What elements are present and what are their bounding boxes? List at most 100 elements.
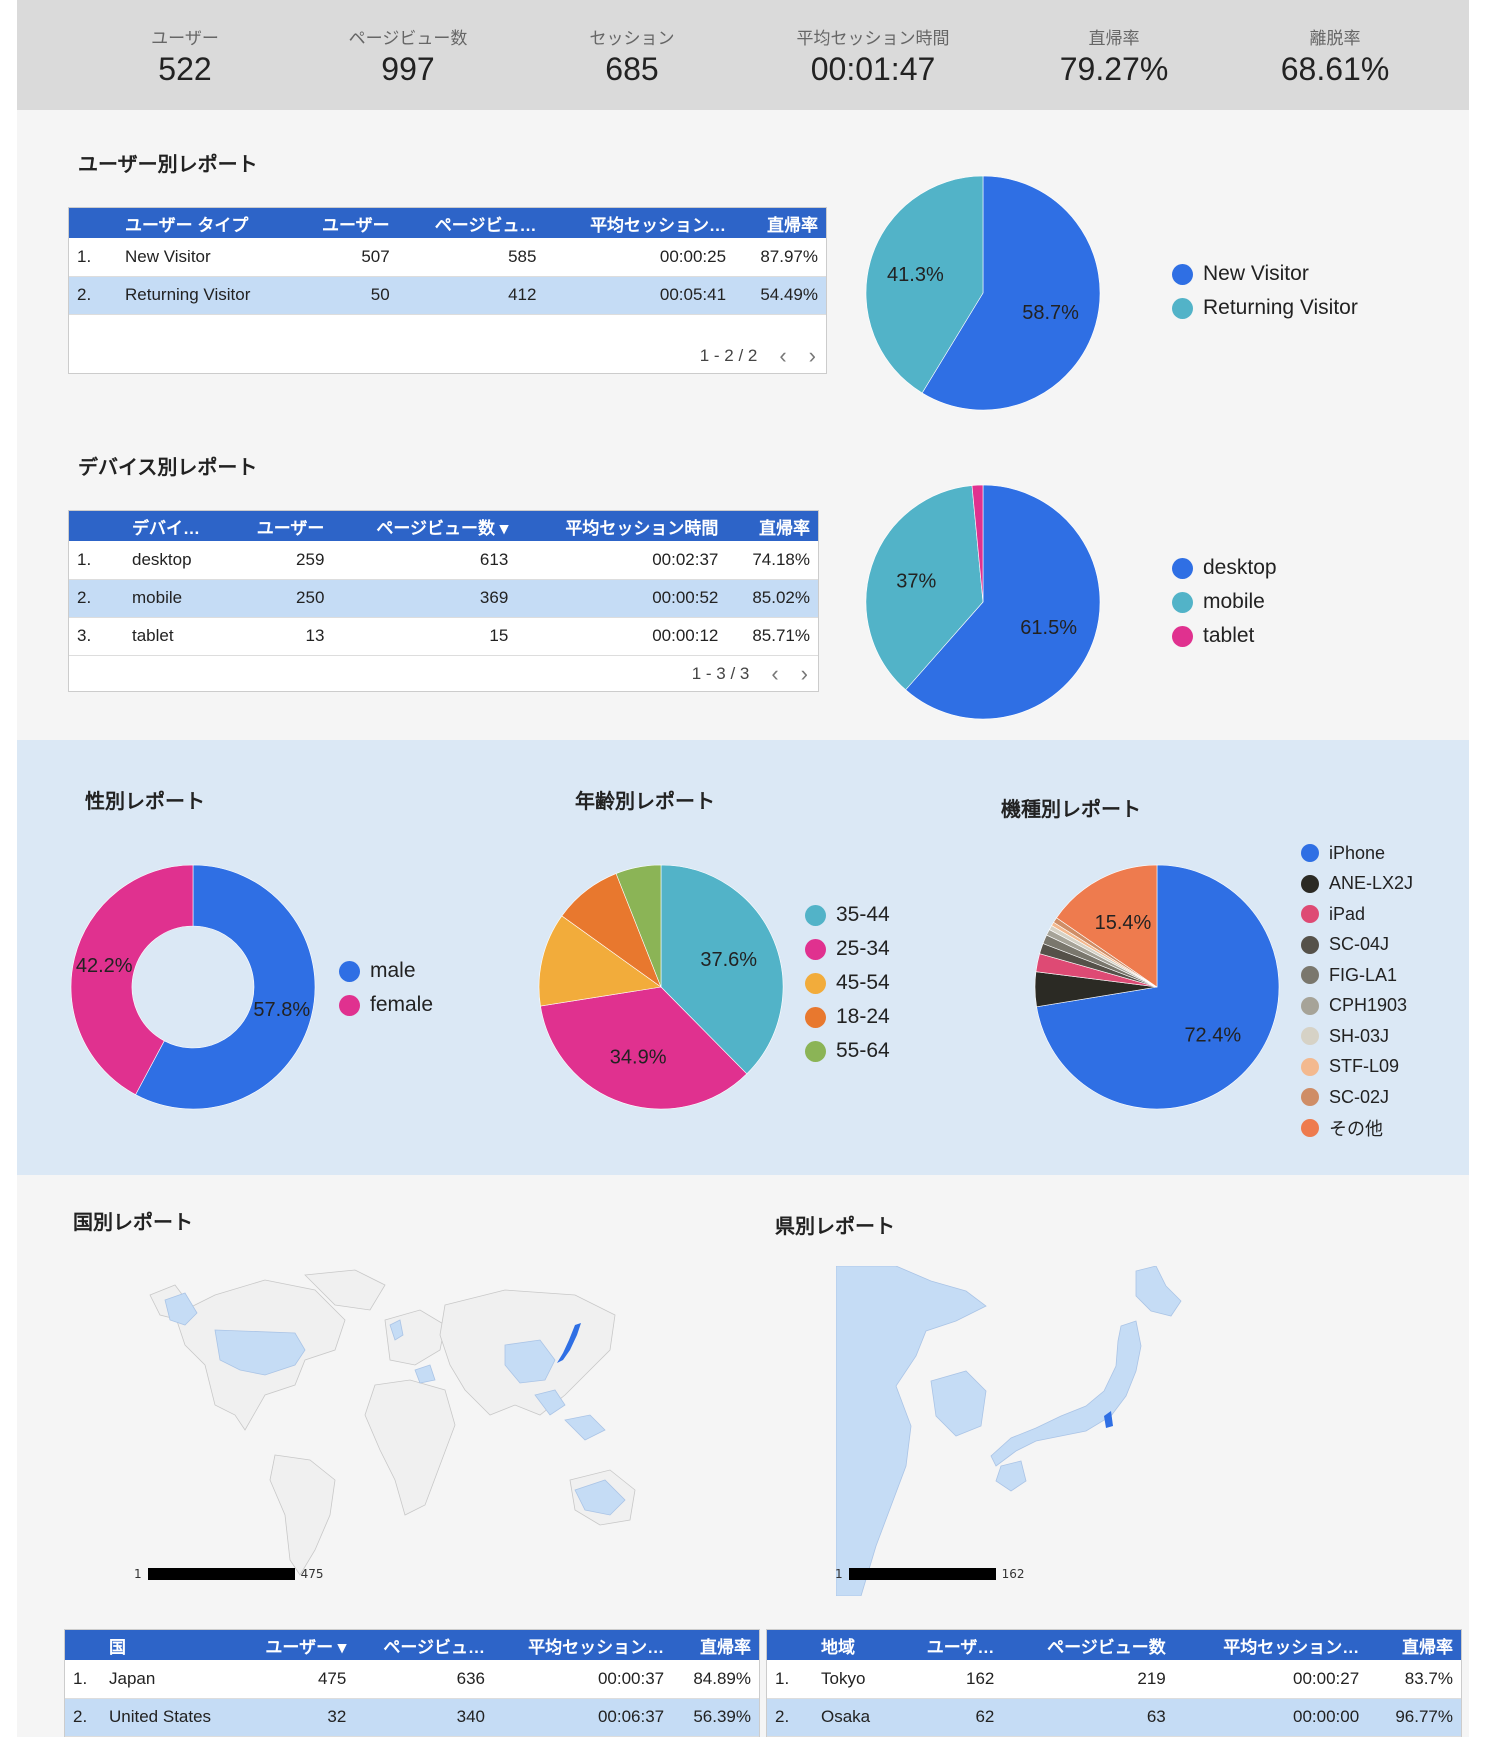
col-header[interactable]: 直帰率 bbox=[1367, 1630, 1461, 1660]
legend-item[interactable]: CPH1903 bbox=[1301, 991, 1413, 1022]
prefecture-report-table: 地域 ユーザ… ページビュー数 平均セッション… 直帰率 1. Tokyo 162 2… bbox=[766, 1629, 1462, 1737]
prev-page-icon[interactable]: ‹ bbox=[771, 661, 779, 686]
kpi-exit-rate: 離脱率 68.61% bbox=[1220, 24, 1450, 88]
kpi-label: ページビュー数 bbox=[348, 29, 468, 49]
kpi-value: 685 bbox=[605, 51, 659, 87]
legend-item[interactable]: SH-03J bbox=[1301, 1021, 1413, 1052]
kpi-value: 522 bbox=[158, 51, 212, 87]
legend-item[interactable]: New Visitor bbox=[1172, 257, 1358, 291]
legend-item[interactable]: ANE-LX2J bbox=[1301, 869, 1413, 900]
pie-slice-new-visitor[interactable] bbox=[921, 175, 1101, 411]
col-header[interactable]: ページビュ… bbox=[397, 208, 545, 238]
table-row[interactable]: 1. Tokyo 162 219 00:00:27 83.7% bbox=[767, 1660, 1461, 1699]
user-type-pie-chart: 58.7% 41.3% bbox=[865, 175, 1101, 411]
tokyo-highlight bbox=[1104, 1411, 1113, 1428]
pagination: 1 - 3 / 3 ‹ › bbox=[692, 661, 808, 687]
legend-dot bbox=[1172, 297, 1193, 319]
col-header[interactable]: ユーザー ▾ bbox=[240, 1630, 355, 1660]
legend-dot bbox=[805, 938, 826, 960]
col-header[interactable]: ユーザ… bbox=[895, 1630, 1003, 1660]
pie-slice-male[interactable] bbox=[135, 864, 316, 1110]
legend-dot bbox=[1301, 874, 1319, 893]
legend-item[interactable]: female bbox=[339, 988, 433, 1022]
col-header[interactable]: 国 bbox=[101, 1630, 241, 1660]
legend-dot bbox=[339, 960, 360, 982]
legend-item[interactable]: tablet bbox=[1172, 619, 1277, 653]
pie-data-label: 34.9% bbox=[610, 1047, 667, 1069]
table-row[interactable]: 2. mobile 250 369 00:00:52 85.02% bbox=[69, 579, 818, 618]
table-row[interactable]: 2. Returning Visitor 50 412 00:05:41 54.49% bbox=[69, 276, 826, 315]
legend-item[interactable]: FIG-LA1 bbox=[1301, 960, 1413, 991]
pie-slice-45-54[interactable] bbox=[538, 915, 662, 1007]
next-page-icon[interactable]: › bbox=[808, 343, 816, 368]
legend-item[interactable]: male bbox=[339, 954, 433, 988]
kpi-label: ユーザー bbox=[151, 29, 219, 49]
pie-slice-desktop[interactable] bbox=[905, 484, 1101, 720]
legend-item[interactable]: STF-L09 bbox=[1301, 1052, 1413, 1083]
pie-slice--[interactable] bbox=[1056, 864, 1158, 988]
col-header[interactable]: 地域 bbox=[813, 1630, 896, 1660]
next-page-icon[interactable]: › bbox=[800, 661, 808, 686]
legend-item[interactable]: desktop bbox=[1172, 551, 1277, 585]
col-header[interactable]: デバイ… bbox=[124, 511, 229, 541]
kpi-label: 直帰率 bbox=[1088, 29, 1140, 49]
kpi-label: 平均セッション時間 bbox=[796, 29, 950, 49]
japan-highlight bbox=[557, 1323, 581, 1363]
col-header[interactable]: 直帰率 bbox=[734, 208, 826, 238]
pie-data-label: 41.3% bbox=[887, 264, 944, 286]
table-row[interactable]: 2. Osaka 62 63 00:00:00 96.77% bbox=[767, 1698, 1461, 1737]
prev-page-icon[interactable]: ‹ bbox=[779, 343, 787, 368]
col-header[interactable]: ユーザー タイプ bbox=[117, 208, 294, 238]
table-row[interactable]: 1. New Visitor 507 585 00:00:25 87.97% bbox=[69, 238, 826, 277]
table-row[interactable]: 1. Japan 475 636 00:00:37 84.89% bbox=[65, 1660, 759, 1699]
table-row[interactable]: 2. United States 32 340 00:06:37 56.39% bbox=[65, 1698, 759, 1737]
legend-item[interactable]: その他 bbox=[1301, 1113, 1413, 1144]
kpi-label: 離脱率 bbox=[1309, 29, 1361, 49]
legend-item[interactable]: 55-64 bbox=[805, 1034, 890, 1068]
table-row[interactable]: 1. desktop 259 613 00:02:37 74.18% bbox=[69, 541, 818, 580]
col-header[interactable]: ユーザー bbox=[228, 511, 333, 541]
col-header[interactable]: 直帰率 bbox=[726, 511, 818, 541]
dashboard-page: ユーザー 522 ページビュー数 997 セッション 685 平均セッション時間 00:… bbox=[17, 0, 1469, 1737]
pie-slice-tablet[interactable] bbox=[971, 484, 984, 603]
legend-item[interactable]: iPhone bbox=[1301, 838, 1413, 869]
col-header[interactable]: 平均セッション時間 bbox=[516, 511, 727, 541]
legend-item[interactable]: 35-44 bbox=[805, 898, 890, 932]
pie-data-label: 72.4% bbox=[1184, 1024, 1241, 1046]
legend-dot bbox=[339, 994, 360, 1016]
col-header[interactable]: ページビュー数 bbox=[1002, 1630, 1174, 1660]
pie-data-label: 58.7% bbox=[1022, 302, 1079, 324]
col-header[interactable]: 平均セッション… bbox=[493, 1630, 673, 1660]
gender-donut-chart: 57.8% 42.2% bbox=[70, 864, 316, 1110]
col-header[interactable]: ページビュー数 ▾ bbox=[332, 511, 517, 541]
pie-slice-25-34[interactable] bbox=[540, 986, 748, 1110]
pie-slice-returning-visitor[interactable] bbox=[865, 175, 984, 394]
pie-slice-female[interactable] bbox=[70, 864, 194, 1096]
legend-item[interactable]: iPad bbox=[1301, 899, 1413, 930]
legend-item[interactable]: mobile bbox=[1172, 585, 1277, 619]
pie-slice-mobile[interactable] bbox=[865, 485, 984, 691]
table-row[interactable]: 3. tablet 13 15 00:00:12 85.71% bbox=[69, 617, 818, 656]
col-header[interactable]: 直帰率 bbox=[672, 1630, 759, 1660]
kpi-value: 00:01:47 bbox=[810, 51, 936, 87]
legend-item[interactable]: SC-02J bbox=[1301, 1082, 1413, 1113]
legend-item[interactable]: 18-24 bbox=[805, 1000, 890, 1034]
legend-item[interactable]: Returning Visitor bbox=[1172, 291, 1358, 325]
legend-dot bbox=[805, 904, 826, 926]
col-header[interactable]: ユーザー bbox=[293, 208, 398, 238]
legend-dot bbox=[1301, 996, 1319, 1015]
world-map[interactable] bbox=[145, 1265, 690, 1595]
pie-data-label: 37.6% bbox=[700, 949, 757, 971]
legend-item[interactable]: 25-34 bbox=[805, 932, 890, 966]
pie-slice-55-64[interactable] bbox=[615, 864, 662, 988]
legend-item[interactable]: 45-54 bbox=[805, 966, 890, 1000]
pie-slice-iphone[interactable] bbox=[1036, 864, 1280, 1110]
pie-slice-35-44[interactable] bbox=[660, 864, 784, 1075]
country-color-scale: 1 475 bbox=[134, 1567, 324, 1581]
legend-item[interactable]: SC-04J bbox=[1301, 930, 1413, 961]
col-header[interactable]: ページビュ… bbox=[354, 1630, 494, 1660]
col-header[interactable]: 平均セッション… bbox=[1173, 1630, 1368, 1660]
col-header[interactable]: 平均セッション… bbox=[544, 208, 735, 238]
japan-map[interactable] bbox=[836, 1266, 1258, 1596]
kpi-value: 79.27% bbox=[1059, 51, 1169, 87]
